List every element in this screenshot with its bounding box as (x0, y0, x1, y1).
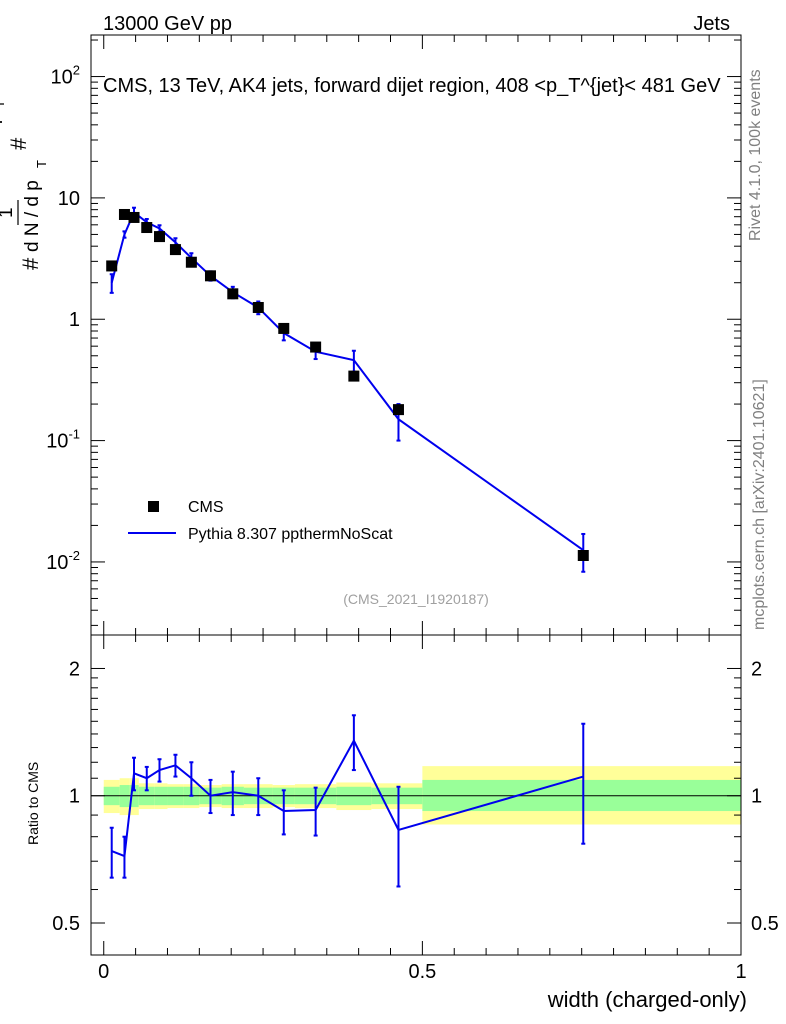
ratio-panel: 0.5 0.51 12 2 0 0.5 1 Ratio to CMS width (cha… (25, 634, 779, 1012)
x-tick-label: 1 (735, 961, 746, 983)
svg-text:T: T (34, 160, 49, 168)
svg-text:d p: d p (0, 114, 3, 140)
header-left: 13000 GeV pp (103, 13, 232, 35)
cms-point (310, 341, 322, 353)
ratio-y-tick-label-right: 2 (751, 658, 762, 680)
cms-point (392, 404, 404, 416)
ratio-axis-ticks (91, 635, 742, 955)
mcplots-label: mcplots.cern.ch [arXiv:2401.10621] (751, 379, 768, 630)
legend: CMS Pythia 8.307 ppthermNoScat (128, 499, 393, 543)
svg-text:#: # (6, 137, 31, 150)
cms-point (106, 260, 118, 272)
ratio-y-tick-label: 1 (69, 786, 80, 808)
watermark: (CMS_2021_I1920187) (343, 591, 489, 607)
svg-text:#: # (18, 257, 43, 270)
cms-point (118, 208, 130, 220)
main-title-text: CMS, 13 TeV, AK4 jets, forward dijet reg… (103, 75, 721, 97)
legend-label-cms: CMS (188, 499, 224, 516)
main-y-tick-label: 10 (58, 188, 80, 210)
main-y-tick-label: 10-2 (46, 548, 80, 574)
cms-point (577, 550, 589, 562)
main-y-tick-labels: 10-2 10-1 1 10 102 (46, 63, 80, 574)
cms-point (278, 322, 290, 334)
x-axis-label: width (charged-only) (547, 987, 747, 1012)
x-tick-labels: 0 0.5 1 (98, 961, 746, 983)
legend-marker-cms (148, 501, 159, 512)
ratio-y-tick-label-right: 0.5 (751, 913, 779, 935)
main-title: CMS, 13 TeV, AK4 jets, forward dijet reg… (103, 75, 721, 97)
cms-point (141, 222, 153, 234)
legend-label-pythia: Pythia 8.307 ppthermNoScat (188, 526, 393, 543)
rivet-label: Rivet 4.1.0, 100k events (747, 69, 764, 241)
cms-point (227, 288, 239, 300)
cms-point (252, 301, 264, 313)
main-y-tick-label: 1 (69, 309, 80, 331)
main-axis-ticks (91, 35, 742, 635)
ratio-y-tick-label: 2 (69, 658, 80, 680)
ratio-y-tick-label-right: 1 (751, 786, 762, 808)
svg-text:dλ: dλ (0, 74, 3, 95)
cms-point (185, 256, 197, 268)
cms-point (154, 231, 166, 243)
ratio-frame (90, 634, 742, 956)
svg-text:1: 1 (0, 207, 17, 218)
x-tick-label: 0.5 (408, 961, 436, 983)
ratio-y-tick-label: 0.5 (52, 913, 80, 935)
main-series (106, 206, 589, 573)
cms-point (348, 370, 360, 382)
svg-text:d N / d p: d N / d p (22, 180, 43, 252)
main-y-tick-label: 10-1 (46, 427, 80, 453)
main-panel: 10-2 10-1 1 10 102 CMS, 13 TeV, AK4 jets, fo… (46, 34, 742, 636)
header-right: Jets (693, 13, 730, 35)
pythia-line (110, 210, 584, 551)
main-y-axis-label: # d N / d p T 1 # d p T dλ d²N (0, 74, 49, 270)
ratio-series (109, 714, 586, 888)
main-frame (90, 34, 742, 636)
ratio-y-tick-labels: 0.5 0.5 1 1 2 2 (52, 658, 779, 935)
svg-text:T: T (0, 100, 7, 108)
main-y-tick-label: 102 (51, 63, 80, 89)
cms-point (169, 244, 181, 256)
ratio-y-axis-label: Ratio to CMS (25, 762, 41, 845)
cms-point (204, 270, 216, 282)
x-tick-label: 0 (98, 961, 109, 983)
cms-point (128, 211, 140, 223)
